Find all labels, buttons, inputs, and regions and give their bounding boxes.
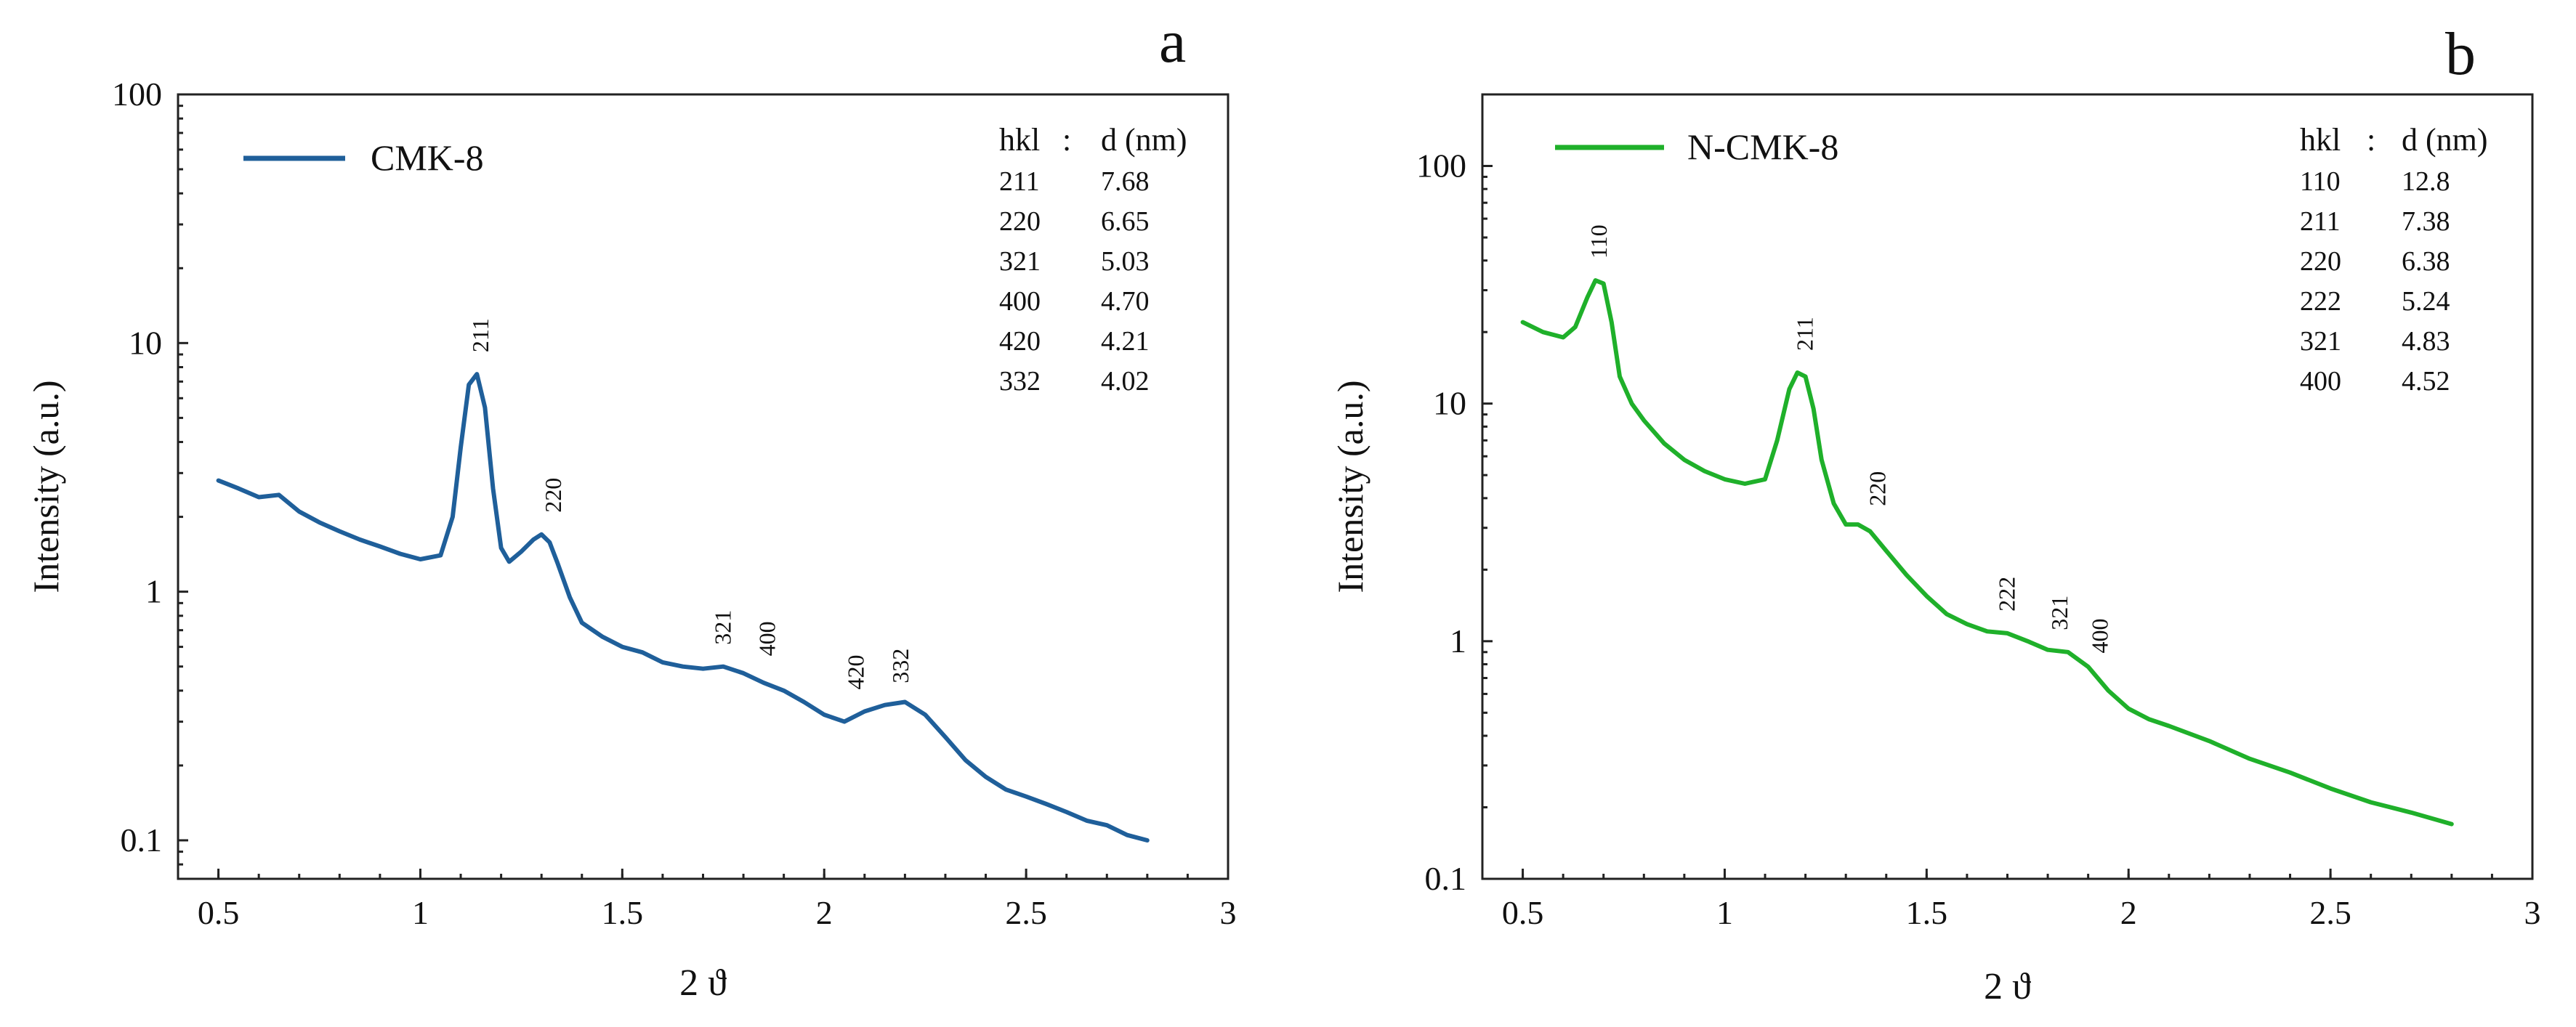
d-spacing-header: d (nm) bbox=[2402, 122, 2488, 158]
y-tick-label: 1 bbox=[1450, 622, 1466, 659]
x-tick-label: 0.5 bbox=[1502, 894, 1544, 931]
hkl-row-d-value: 7.68 bbox=[1101, 166, 1150, 197]
plot-frame bbox=[1481, 93, 2534, 880]
hkl-header: hkl bbox=[2300, 122, 2341, 158]
hkl-row-d-value: 6.38 bbox=[2402, 246, 2450, 277]
x-tick-label: 2.5 bbox=[2309, 894, 2351, 931]
series-line-n-cmk-8 bbox=[1520, 278, 2454, 827]
hkl-row-index: 211 bbox=[2300, 206, 2341, 237]
x-tick-label: 3 bbox=[1220, 894, 1237, 931]
peak-label-321: 321 bbox=[2046, 596, 2072, 630]
x-tick-label: 1.5 bbox=[1906, 894, 1948, 931]
x-tick-label: 1 bbox=[412, 894, 429, 931]
hkl-row-index: 211 bbox=[999, 166, 1040, 197]
peak-label-220: 220 bbox=[540, 478, 566, 513]
hkl-row-index: 332 bbox=[999, 366, 1041, 397]
y-axis-label: Intensity (a.u.) bbox=[25, 381, 66, 593]
hkl-row-index: 110 bbox=[2300, 166, 2341, 197]
hkl-header-separator: : bbox=[1062, 122, 1071, 158]
y-tick-label: 1 bbox=[145, 573, 162, 610]
x-axis-label: 2 ϑ bbox=[1984, 966, 2031, 1007]
peak-label-400: 400 bbox=[2086, 619, 2112, 654]
peak-label-211: 211 bbox=[1792, 317, 1818, 351]
y-tick-label: 100 bbox=[1416, 147, 1466, 184]
hkl-row-d-value: 4.70 bbox=[1101, 286, 1150, 317]
hkl-row-index: 220 bbox=[2300, 246, 2341, 277]
peak-label-332: 332 bbox=[887, 649, 913, 683]
y-axis-label: Intensity (a.u.) bbox=[1330, 381, 1370, 593]
hkl-row-d-value: 5.24 bbox=[2402, 286, 2450, 317]
hkl-row-d-value: 4.83 bbox=[2402, 326, 2450, 357]
x-tick-label: 0.5 bbox=[198, 894, 240, 931]
x-tick-label: 1.5 bbox=[602, 894, 644, 931]
d-spacing-header: d (nm) bbox=[1101, 122, 1187, 158]
peak-label-211: 211 bbox=[467, 318, 493, 352]
hkl-header-separator: : bbox=[2367, 122, 2375, 158]
chart-panel-a: 0.5 1 1.5 2 2.5 3 0.1 1 10 100 2 ϑ Intensity (a.u.)… bbox=[25, 8, 1237, 1004]
series-line-cmk-8 bbox=[216, 372, 1150, 843]
hkl-row-d-value: 4.21 bbox=[1101, 326, 1150, 357]
hkl-row-d-value: 4.02 bbox=[1101, 366, 1150, 397]
x-tick-label: 2.5 bbox=[1005, 894, 1047, 931]
y-tick-label: 100 bbox=[112, 76, 162, 113]
x-tick-label: 3 bbox=[2524, 894, 2541, 931]
x-axis-label: 2 ϑ bbox=[679, 962, 727, 1004]
panel-label: a bbox=[1159, 8, 1186, 76]
plot-frame bbox=[177, 93, 1230, 880]
hkl-row-d-value: 7.38 bbox=[2402, 206, 2450, 237]
hkl-row-d-value: 4.52 bbox=[2402, 366, 2450, 397]
x-tick-label: 2 bbox=[2120, 894, 2137, 931]
hkl-row-index: 321 bbox=[999, 246, 1041, 277]
panel-label: b bbox=[2445, 20, 2476, 88]
hkl-row-d-value: 6.65 bbox=[1101, 206, 1150, 237]
x-tick-label: 2 bbox=[816, 894, 833, 931]
legend-label: N-CMK-8 bbox=[1687, 126, 1838, 167]
peak-label-400: 400 bbox=[754, 621, 780, 656]
hkl-header: hkl bbox=[999, 122, 1040, 158]
y-tick-label: 0.1 bbox=[1425, 860, 1467, 897]
peak-label-420: 420 bbox=[843, 654, 869, 689]
peak-label-222: 222 bbox=[1994, 577, 2020, 612]
x-tick-label: 1 bbox=[1716, 894, 1733, 931]
y-tick-label: 10 bbox=[1433, 385, 1466, 422]
hkl-row-index: 400 bbox=[999, 286, 1041, 317]
hkl-row-d-value: 12.8 bbox=[2402, 166, 2450, 197]
y-tick-label: 0.1 bbox=[121, 821, 163, 858]
peak-label-110: 110 bbox=[1586, 224, 1612, 259]
peak-label-321: 321 bbox=[709, 610, 735, 645]
hkl-row-index: 420 bbox=[999, 326, 1041, 357]
legend-label: CMK-8 bbox=[371, 137, 484, 178]
hkl-row-index: 220 bbox=[999, 206, 1041, 237]
hkl-row-index: 321 bbox=[2300, 326, 2341, 357]
y-tick-label: 10 bbox=[129, 324, 162, 361]
hkl-row-index: 222 bbox=[2300, 286, 2341, 317]
peak-label-220: 220 bbox=[1865, 471, 1891, 506]
hkl-row-index: 400 bbox=[2300, 366, 2341, 397]
hkl-row-d-value: 5.03 bbox=[1101, 246, 1150, 277]
